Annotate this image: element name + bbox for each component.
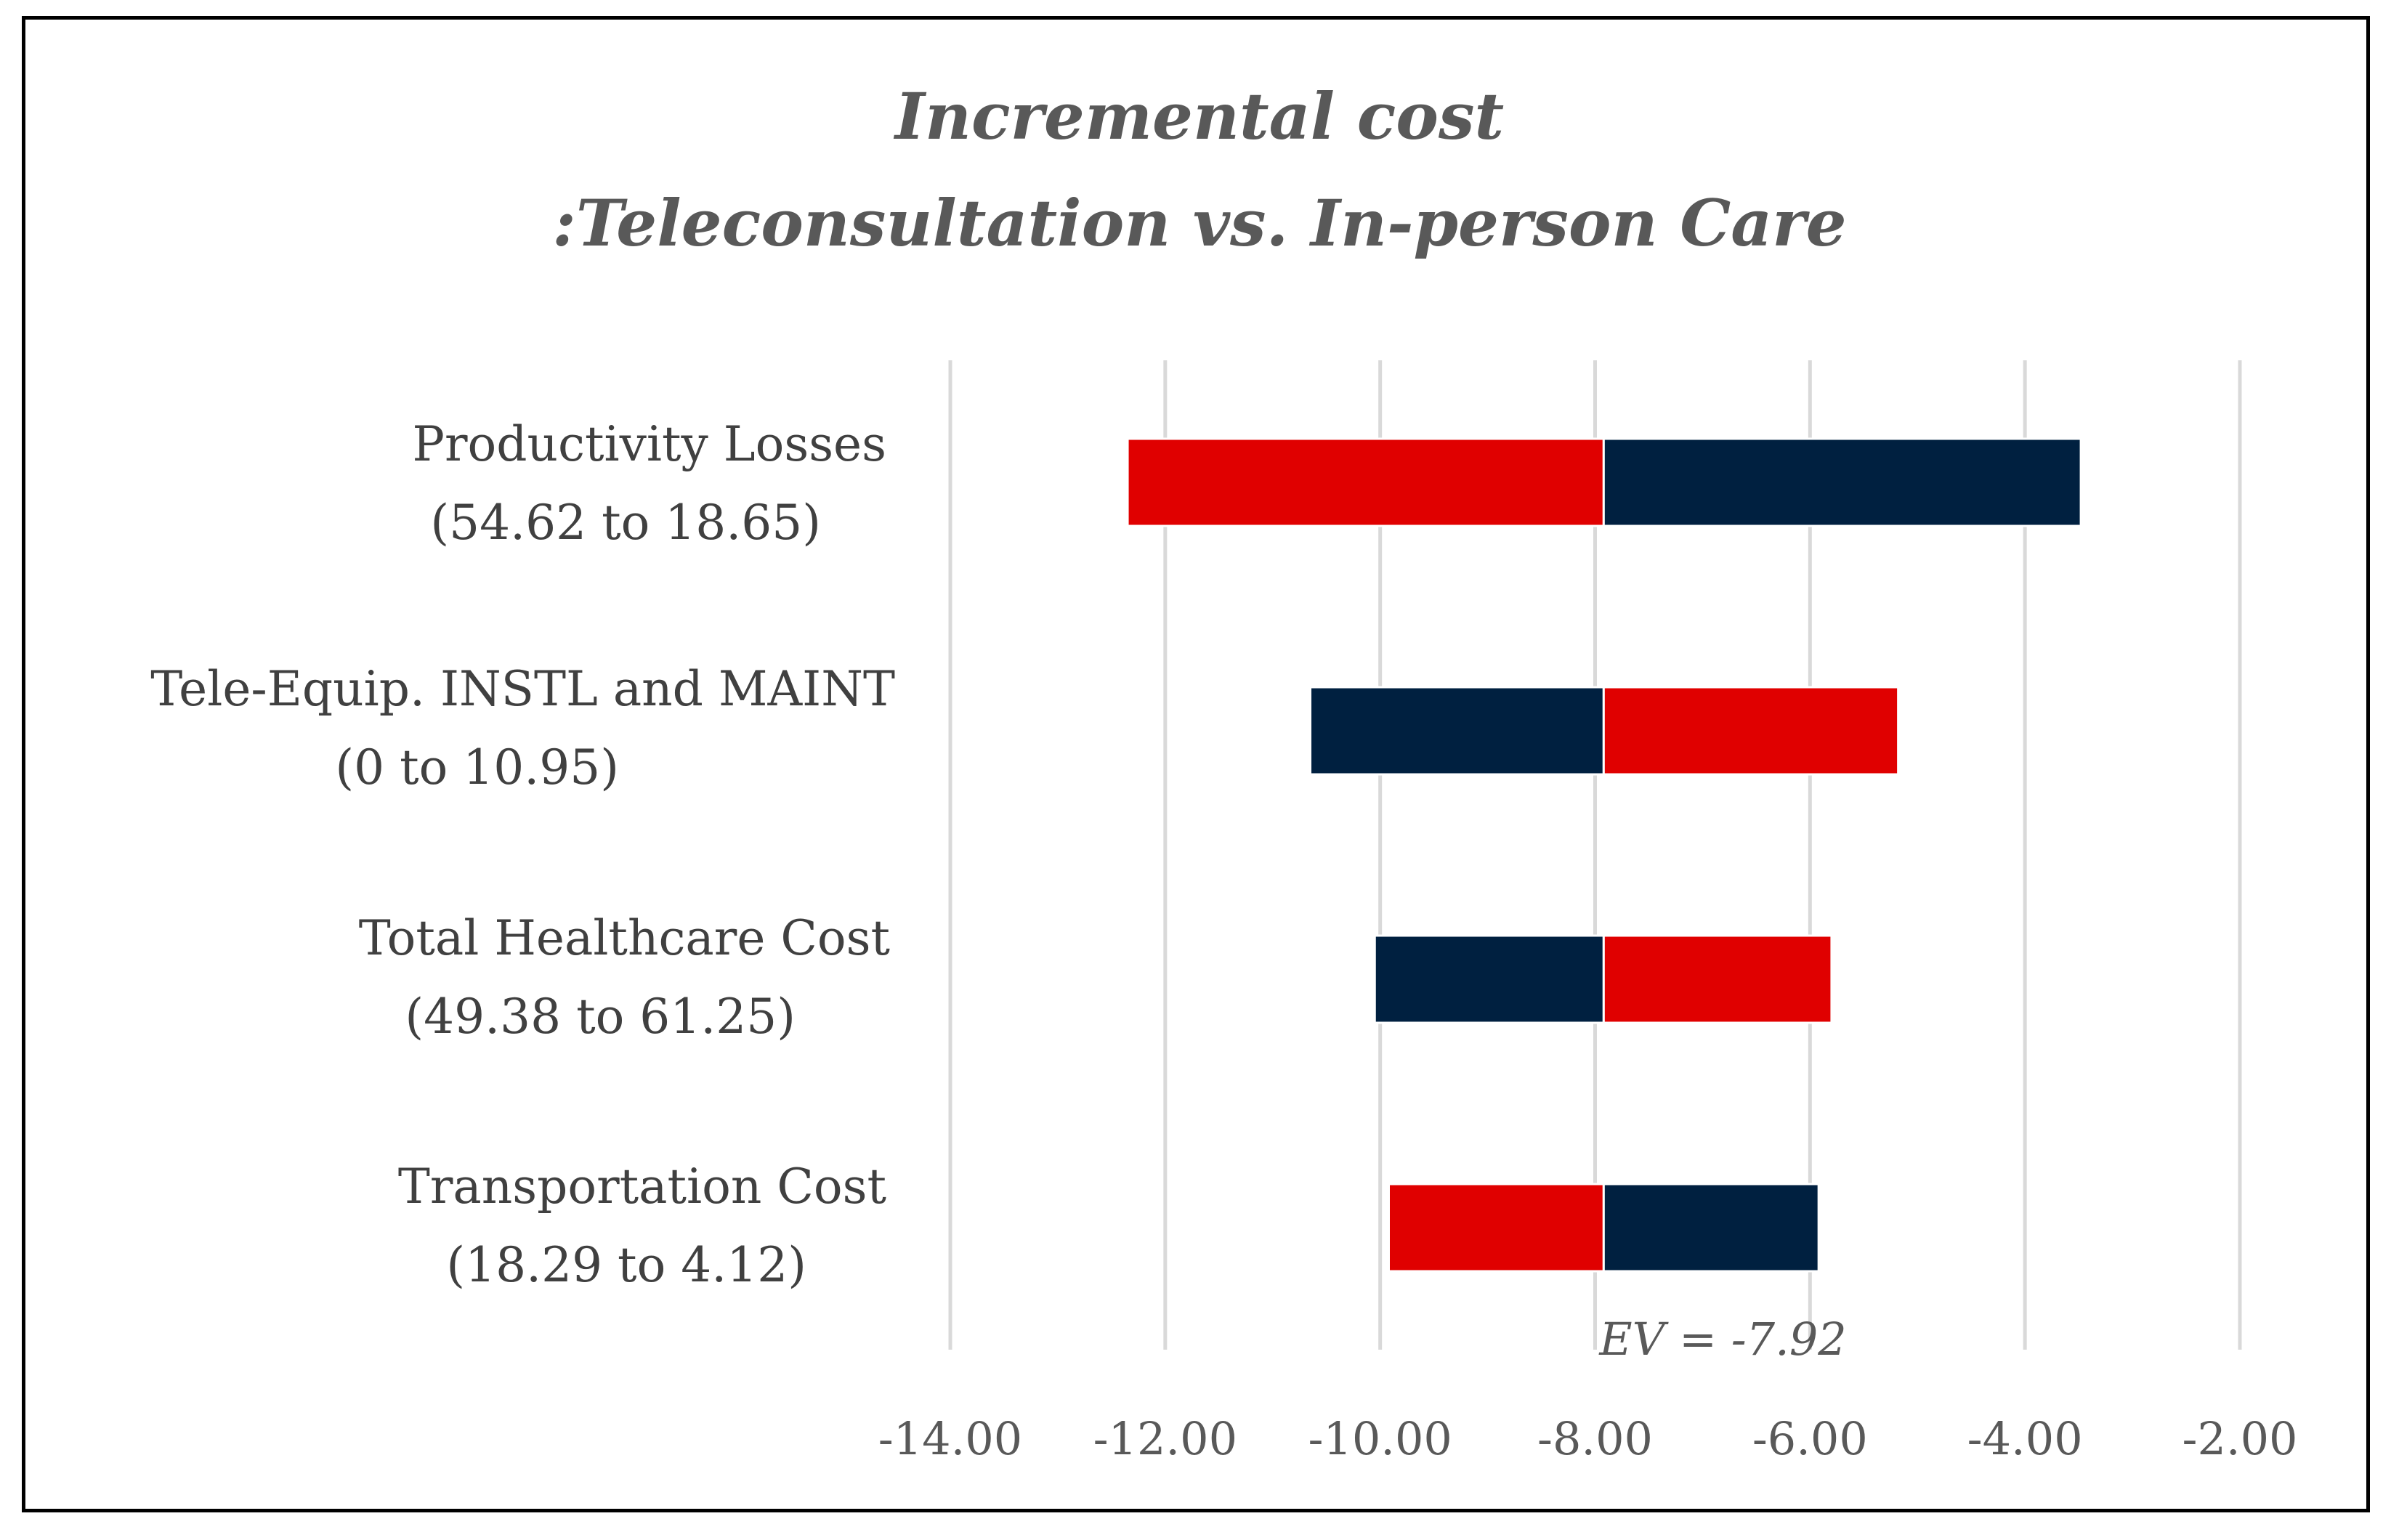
category-range: (18.29 to 4.12) (446, 1237, 806, 1293)
category-label-transportation: Transportation Cost (18.29 to 4.12) (0, 1148, 886, 1305)
category-label-healthcare: Total Healthcare Cost (49.38 to 61.25) (0, 899, 890, 1056)
bar-red (1388, 1183, 1605, 1273)
x-tick-label: -8.00 (1537, 1412, 1653, 1465)
category-name: Productivity Losses (412, 416, 886, 472)
category-range: (54.62 to 18.65) (430, 495, 821, 551)
category-name: Transportation Cost (397, 1159, 886, 1215)
bar-red (1602, 934, 1833, 1024)
ev-label: EV = -7.92 (1598, 1313, 1846, 1366)
chart-title-line-2: :Teleconsultation vs. In-person Care (552, 185, 1847, 261)
chart-title-line-1: Incremental cost (894, 78, 1505, 154)
x-tick-label: -6.00 (1752, 1412, 1868, 1465)
x-tick-label: -2.00 (2182, 1412, 2298, 1465)
bar-red (1602, 686, 1900, 776)
x-tick-label: -14.00 (878, 1412, 1022, 1465)
bars (1126, 437, 2082, 1273)
category-label-tele-equip: Tele-Equip. INSTL and MAINT (0 to 10.95) (0, 650, 895, 807)
bar-navy (1602, 1183, 1820, 1273)
x-tick-label: -4.00 (1967, 1412, 2083, 1465)
bar-red (1126, 437, 1605, 527)
x-axis-ticks: -14.00 -12.00 -10.00 -8.00 -6.00 -4.00 -2.00 (878, 1412, 2298, 1465)
bar-navy (1602, 437, 2082, 527)
x-tick-label: -12.00 (1093, 1412, 1237, 1465)
category-name: Tele-Equip. INSTL and MAINT (150, 661, 895, 717)
category-name: Total Healthcare Cost (358, 910, 890, 966)
bar-navy (1309, 686, 1605, 776)
bar-navy (1373, 934, 1605, 1024)
category-label-productivity: Productivity Losses (54.62 to 18.65) (0, 405, 886, 562)
category-range: (0 to 10.95) (335, 739, 619, 795)
chart-frame (22, 16, 2370, 1512)
category-range: (49.38 to 61.25) (405, 989, 796, 1045)
x-tick-label: -10.00 (1308, 1412, 1452, 1465)
